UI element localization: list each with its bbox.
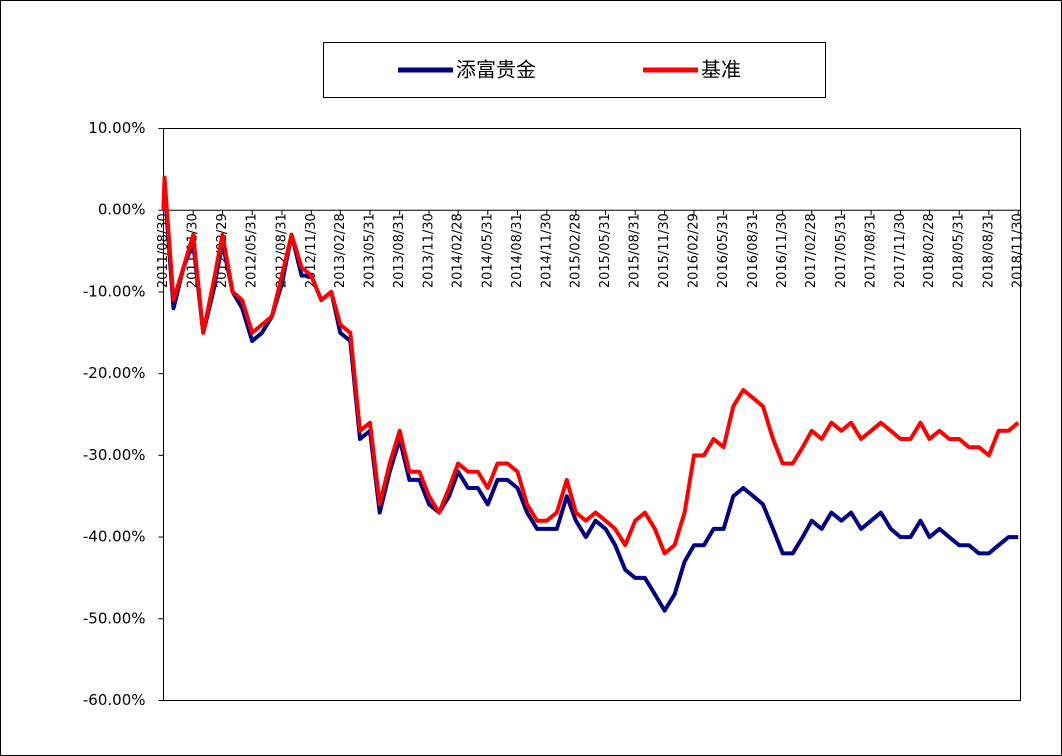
x-tick-label: 2016/08/31 [746, 213, 761, 288]
x-tick-label: 2013/08/31 [392, 213, 407, 288]
legend-label: 添富贵金 [456, 58, 536, 82]
y-tick-label: -30.00% [83, 446, 146, 464]
x-tick-label: 2014/11/30 [539, 213, 554, 288]
x-tick-label: 2013/05/31 [363, 213, 378, 288]
x-tick-label: 2013/02/28 [333, 213, 348, 288]
x-tick-label: 2017/08/31 [864, 213, 879, 288]
x-tick-label: 2018/02/28 [922, 213, 937, 288]
legend-label: 基准 [701, 58, 741, 82]
x-tick-label: 2018/08/31 [981, 213, 996, 288]
x-tick-label: 2017/11/30 [893, 213, 908, 288]
y-tick-label: 0.00% [98, 201, 146, 219]
x-tick-label: 2016/05/31 [716, 213, 731, 288]
x-tick-label: 2014/02/28 [451, 213, 466, 288]
x-tick-label: 2015/02/28 [568, 213, 583, 288]
y-tick-label: 10.00% [88, 119, 145, 137]
y-tick-label: -10.00% [83, 282, 146, 300]
x-tick-label: 2014/05/31 [480, 213, 495, 288]
x-tick-label: 2014/08/31 [510, 213, 525, 288]
x-tick-label: 2017/02/28 [804, 213, 819, 288]
y-tick-label: -60.00% [83, 691, 146, 709]
x-tick-label: 2015/11/30 [657, 213, 672, 288]
y-tick-label: -40.00% [83, 528, 146, 546]
series-line [161, 175, 1020, 556]
x-tick-label: 2017/05/31 [834, 213, 849, 288]
x-tick-label: 2012/05/31 [245, 213, 260, 288]
x-tick-label: 2015/08/31 [628, 213, 643, 288]
x-tick-label: 2018/11/30 [1011, 213, 1026, 288]
x-tick-label: 2013/11/30 [422, 213, 437, 288]
x-tick-label: 2016/02/29 [686, 213, 701, 288]
plot-border [163, 128, 1021, 701]
y-tick-label: -50.00% [83, 609, 146, 627]
x-tick-label: 2018/05/31 [952, 213, 967, 288]
y-tick-label: -20.00% [83, 364, 146, 382]
x-tick-label: 2016/11/30 [775, 213, 790, 288]
x-tick-label: 2012/11/30 [304, 213, 319, 288]
x-tick-label: 2015/05/31 [598, 213, 613, 288]
